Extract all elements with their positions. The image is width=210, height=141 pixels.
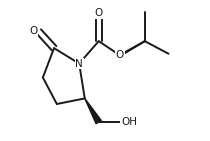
Text: O: O xyxy=(29,26,37,36)
Text: O: O xyxy=(94,8,103,18)
Text: O: O xyxy=(116,50,124,60)
Text: N: N xyxy=(75,59,83,69)
Text: OH: OH xyxy=(121,117,137,127)
Polygon shape xyxy=(85,98,101,124)
